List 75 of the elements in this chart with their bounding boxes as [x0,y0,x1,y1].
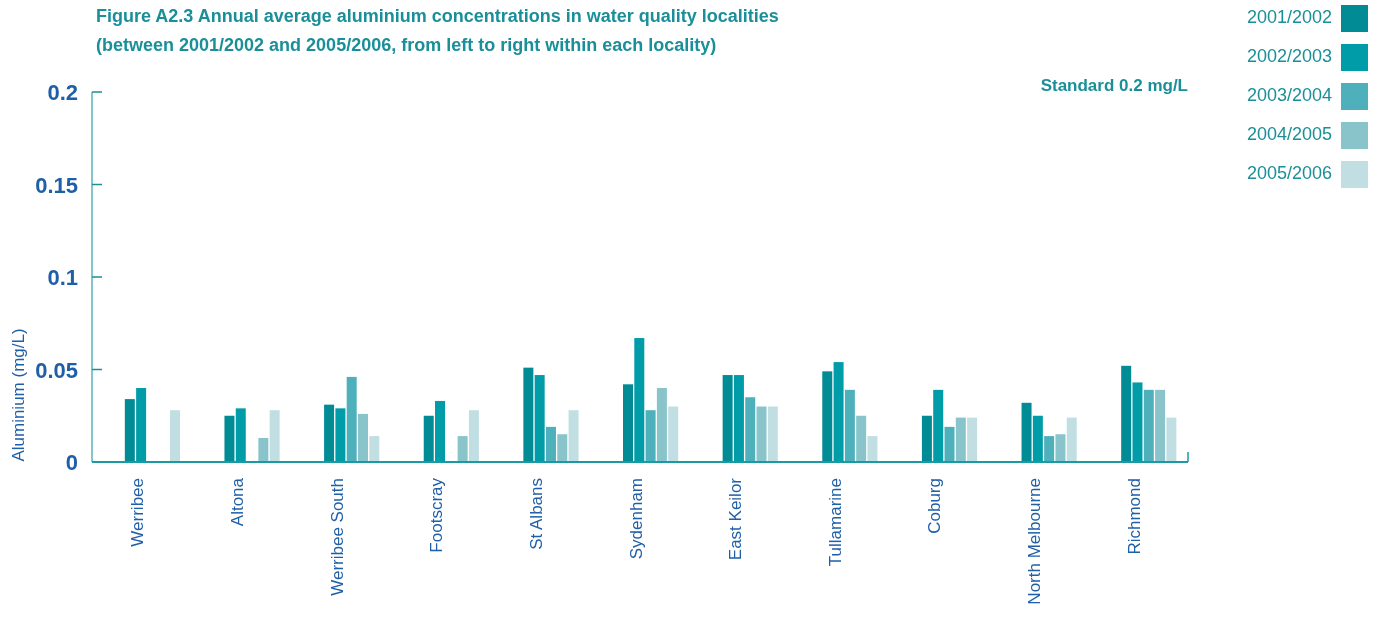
x-tick-label: Tullamarine [825,478,845,567]
bar [1166,417,1177,462]
bar [656,388,667,462]
bar [822,371,833,462]
bar [557,434,568,462]
bar [258,437,269,462]
legend-label: 2002/2003 [1246,46,1332,66]
bar [235,408,246,462]
x-tick-label: East Keilor [726,477,746,561]
bar [1021,402,1032,462]
bar [1055,434,1066,462]
bar [357,413,368,462]
bar [1066,417,1077,462]
bar [967,417,978,462]
bar [867,436,878,462]
x-tick-label: Altona [227,477,247,527]
bar [1044,436,1055,462]
bar [224,415,235,462]
legend-label: 2003/2004 [1246,85,1332,105]
legend-label: 2001/2002 [1246,7,1332,27]
bar [124,399,135,462]
x-tick-label: Richmond [1124,478,1144,555]
legend-label: 2004/2005 [1246,124,1332,144]
y-tick-label: 0.05 [35,357,78,383]
bar [733,375,744,462]
bar [1155,389,1166,462]
bar [722,375,733,462]
x-tick-label: Werribee South [327,478,347,596]
bar [269,410,280,462]
y-tick-label: 0.1 [47,265,78,290]
bar [523,367,534,462]
bar [921,415,932,462]
bar [335,408,346,462]
x-tick-label: Sydenham [626,478,646,560]
bar [423,415,434,462]
bar [568,410,579,462]
bar [833,362,844,462]
legend-label: 2005/2006 [1246,163,1332,183]
bar [933,389,944,462]
bar [457,436,468,462]
bar [136,388,147,462]
bar [435,400,446,462]
chart-title: Figure A2.3 Annual average aluminium concentrations in water quality localities (between 2001/2002 and 2005/2006, from left to right within each locality) [96,6,779,55]
bar [534,375,545,462]
y-tick-label: 0.2 [47,80,78,105]
x-tick-label: Werribee [128,478,148,547]
bar [634,338,645,462]
bar [1132,382,1143,462]
x-tick-label: Footscray [427,477,447,553]
annotation: Standard 0.2 mg/L [1040,76,1188,95]
y-tick-label: 0 [65,450,78,475]
bar [346,376,357,462]
bar [645,410,656,462]
bar [170,410,181,462]
bar [468,410,479,462]
bar [745,397,756,462]
y-axis-title: Aluminium (mg/L) [9,328,28,462]
bar [756,406,767,462]
bar [545,426,556,462]
bar [856,415,867,462]
bar [844,389,855,462]
bar [369,436,380,462]
bar [1143,389,1154,462]
bar [944,426,955,462]
bar [955,417,966,462]
bar [1032,415,1043,462]
x-tick-label: North Melbourne [1025,478,1045,605]
bar [767,406,778,462]
bar [324,404,335,462]
bar [668,406,679,462]
bar [623,384,633,462]
bar [1121,365,1132,462]
x-tick-label: St Albans [526,478,546,550]
x-tick-label: Coburg [925,478,945,534]
y-tick-label: 0.15 [35,172,78,198]
